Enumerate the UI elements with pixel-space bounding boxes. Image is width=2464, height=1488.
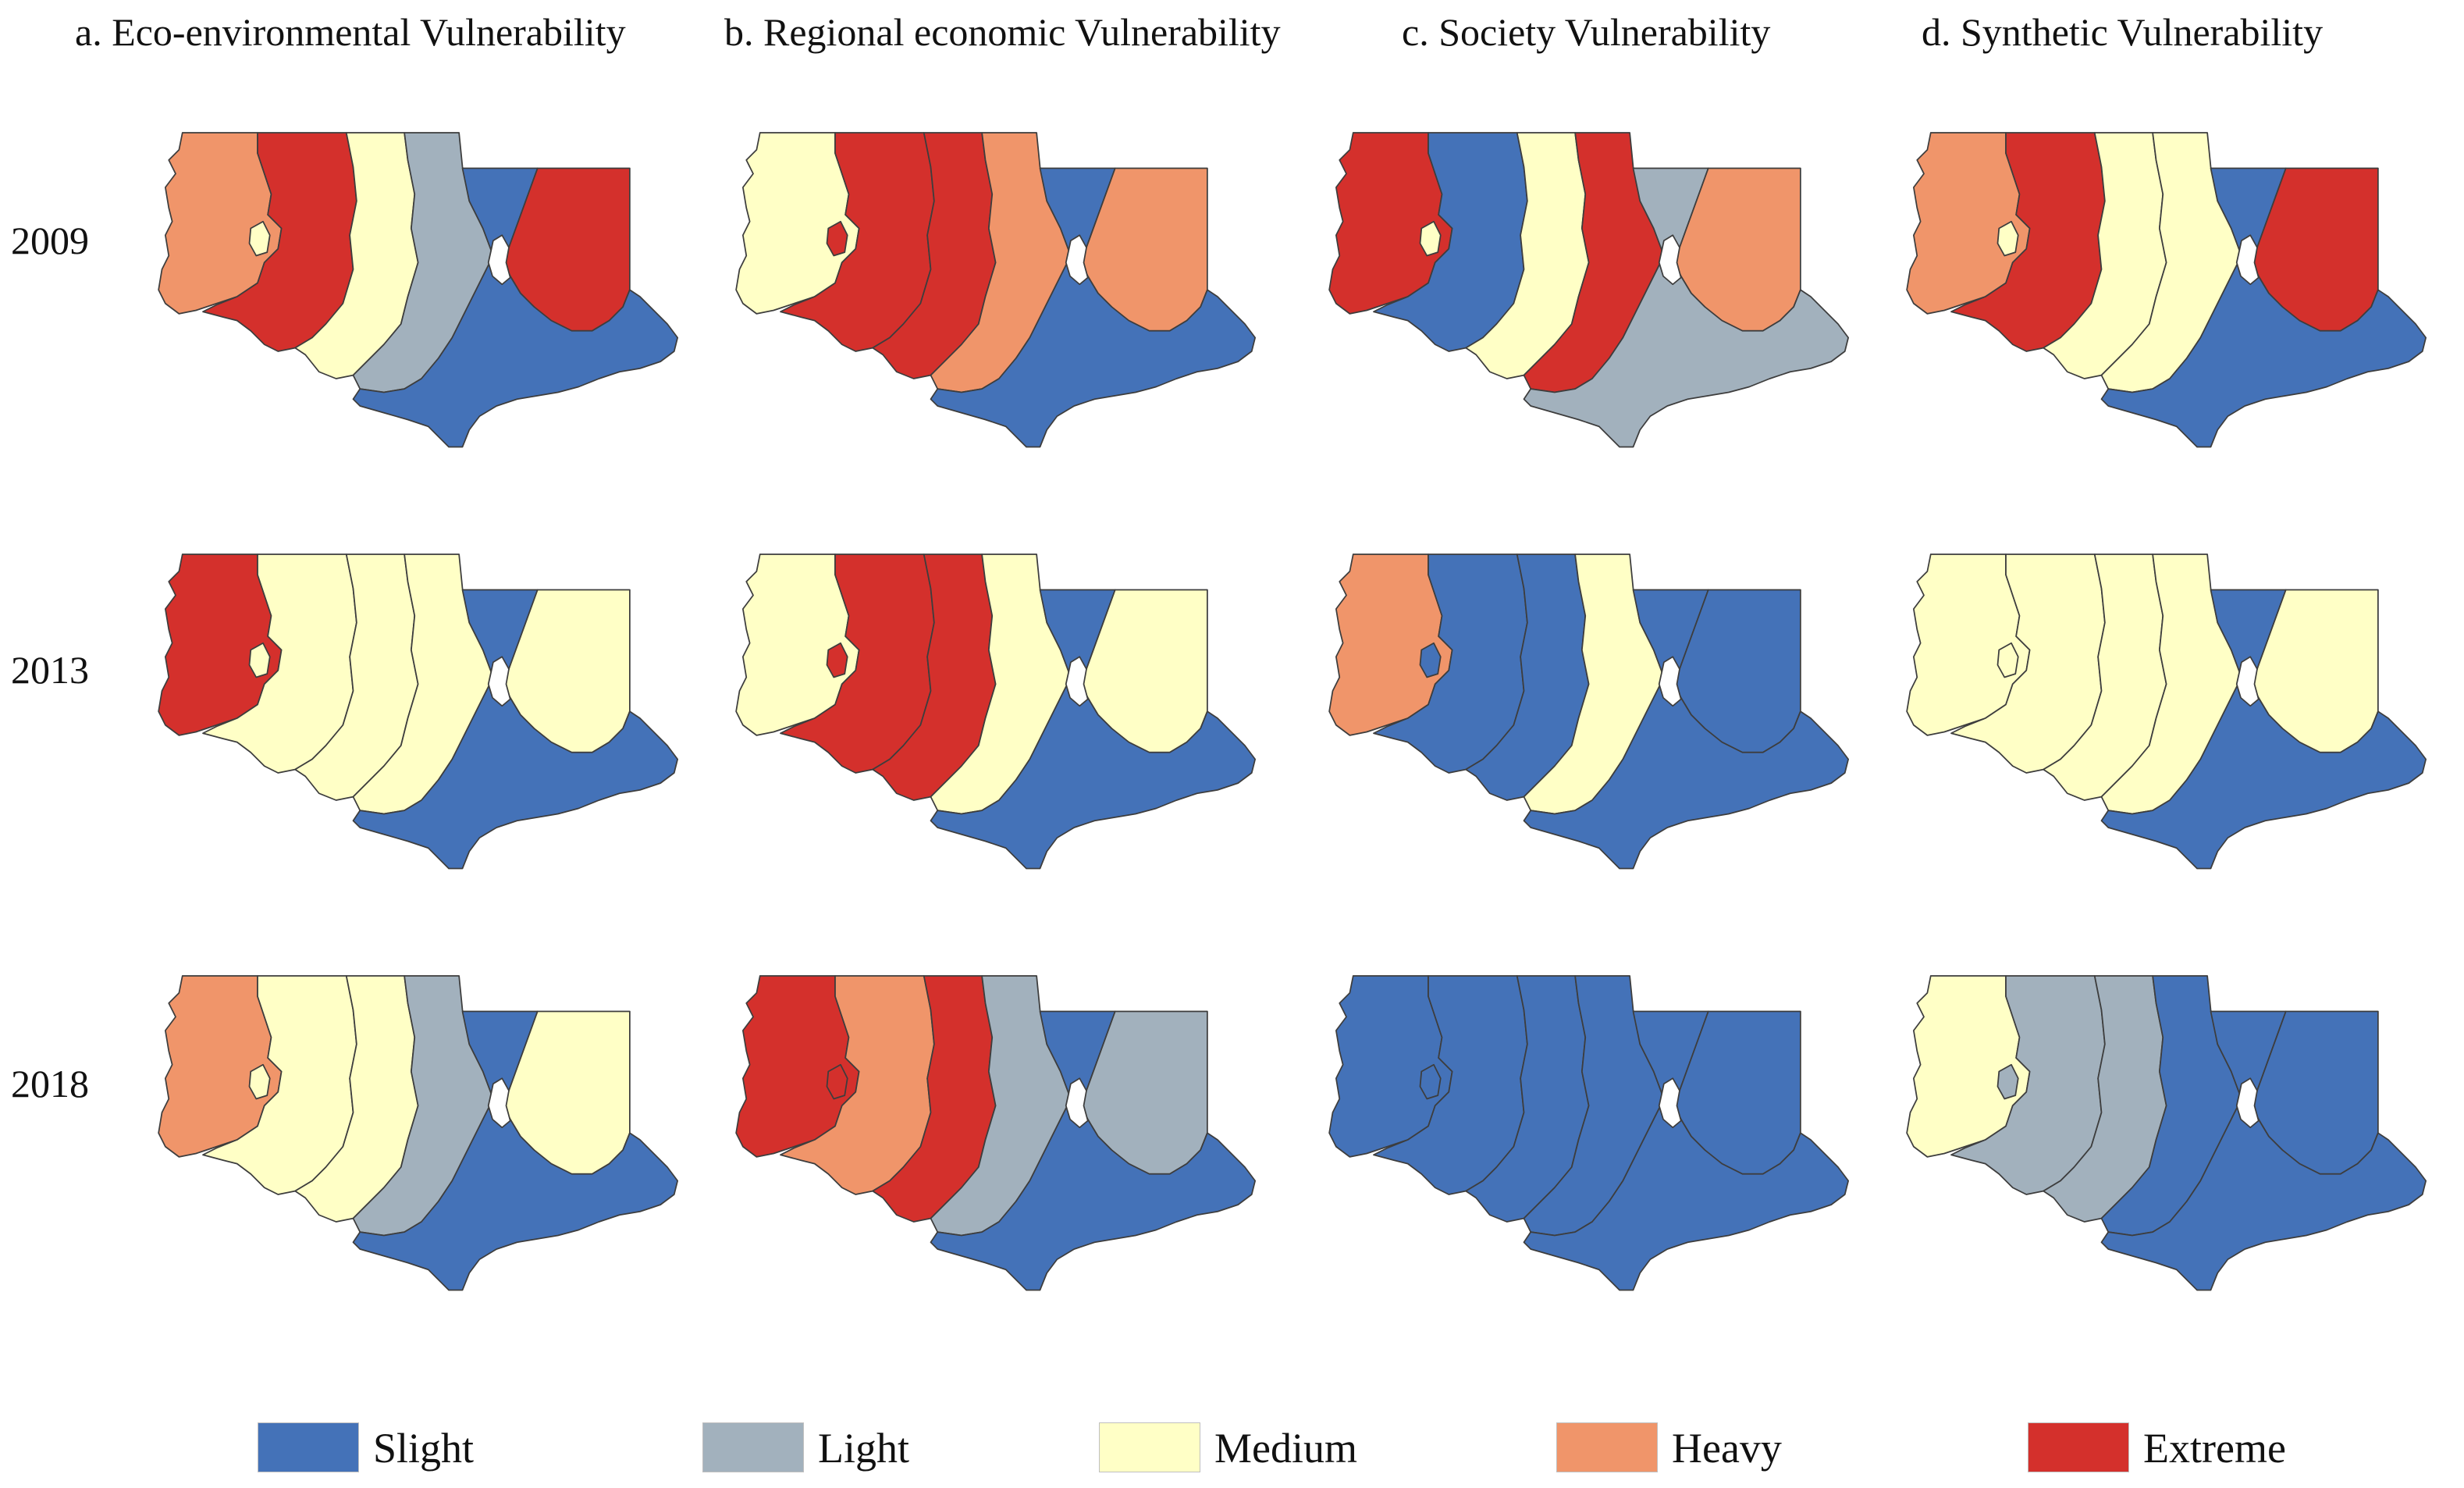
lake-shape <box>1065 656 1089 707</box>
vulnerability-map <box>1328 132 1849 448</box>
legend-label: Medium <box>1214 1425 1357 1472</box>
map-panel <box>148 101 695 492</box>
legend-swatch <box>258 1422 359 1472</box>
row-label-year: 2013 <box>11 648 89 692</box>
lake-shape <box>487 1077 511 1129</box>
map-region-slight <box>930 1098 1256 1291</box>
column-title-economic: b. Regional economic Vulnerability <box>724 10 1281 54</box>
column-title-society: c. Society Vulnerability <box>1402 10 1771 54</box>
map-region-slight <box>2100 676 2427 870</box>
map-region-enclave <box>1419 642 1442 678</box>
map-region-enclave <box>1996 1063 2019 1100</box>
lake-shape <box>2235 656 2260 707</box>
vulnerability-map <box>1906 132 2427 448</box>
lake-shape <box>2235 234 2260 286</box>
lake-shape <box>2235 1077 2260 1129</box>
map-panel <box>1897 523 2443 913</box>
map-panel <box>726 101 1272 492</box>
map-panel <box>726 523 1272 913</box>
map-region-enclave <box>826 642 848 678</box>
lake-shape <box>1658 234 1682 286</box>
column-title-eco: a. Eco-environmental Vulnerability <box>75 10 626 54</box>
map-region-slight <box>1523 676 1849 870</box>
map-panel <box>1319 523 1865 913</box>
map-region-enclave <box>1996 220 2019 257</box>
lake-shape <box>487 234 511 286</box>
map-region-enclave <box>826 1063 848 1100</box>
map-region-enclave <box>1419 1063 1442 1100</box>
vulnerability-map <box>735 132 1256 448</box>
map-region-light <box>1523 255 1849 448</box>
map-panel <box>726 945 1272 1335</box>
map-panel <box>148 945 695 1335</box>
map-panel <box>1319 101 1865 492</box>
map-region-enclave <box>1996 642 2019 678</box>
column-title-synthetic: d. Synthetic Vulnerability <box>1922 10 2324 54</box>
map-region-slight <box>930 255 1256 448</box>
map-region-slight <box>1523 1098 1849 1291</box>
vulnerability-map <box>735 975 1256 1291</box>
map-panel <box>1319 945 1865 1335</box>
vulnerability-map <box>158 132 678 448</box>
map-region-slight <box>2100 255 2427 448</box>
legend-label: Heavy <box>1672 1425 1782 1472</box>
vulnerability-map <box>158 975 678 1291</box>
map-region-slight <box>2100 1098 2427 1291</box>
map-panel <box>1897 945 2443 1335</box>
legend-swatch <box>2028 1422 2129 1472</box>
legend-swatch <box>702 1422 804 1472</box>
lake-shape <box>1065 1077 1089 1129</box>
map-region-slight <box>352 255 678 448</box>
map-region-enclave <box>248 1063 271 1100</box>
map-region-enclave <box>826 220 848 257</box>
vulnerability-map <box>1906 554 2427 870</box>
row-label-year: 2018 <box>11 1062 89 1105</box>
legend-label: Extreme <box>2143 1425 2286 1472</box>
legend-swatch <box>1556 1422 1658 1472</box>
vulnerability-map <box>158 554 678 870</box>
map-region-slight <box>930 676 1256 870</box>
vulnerability-map <box>1328 554 1849 870</box>
legend-label: Slight <box>373 1425 475 1472</box>
vulnerability-map <box>1328 975 1849 1291</box>
map-region-enclave <box>248 220 271 257</box>
legend-swatch <box>1099 1422 1200 1472</box>
lake-shape <box>487 656 511 707</box>
map-panel <box>148 523 695 913</box>
vulnerability-map <box>735 554 1256 870</box>
map-panel <box>1897 101 2443 492</box>
map-region-slight <box>352 676 678 870</box>
row-label-year: 2009 <box>11 219 89 262</box>
legend-label: Light <box>818 1425 909 1472</box>
lake-shape <box>1658 1077 1682 1129</box>
lake-shape <box>1658 656 1682 707</box>
lake-shape <box>1065 234 1089 286</box>
vulnerability-map <box>1906 975 2427 1291</box>
map-region-slight <box>352 1098 678 1291</box>
map-region-enclave <box>1419 220 1442 257</box>
map-region-enclave <box>248 642 271 678</box>
